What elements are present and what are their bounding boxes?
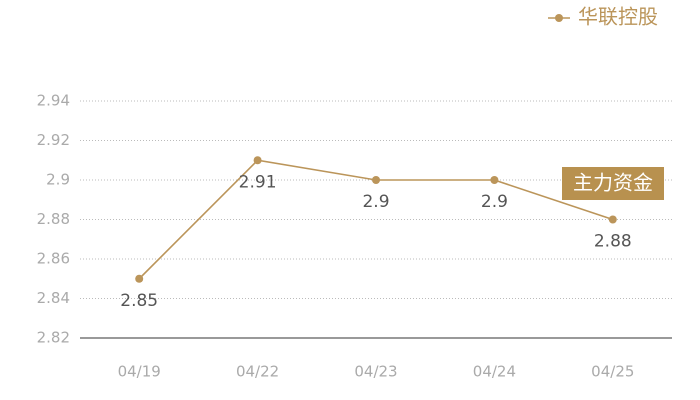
y-tick-label: 2.84 [37, 289, 70, 307]
y-tick-label: 2.9 [46, 171, 70, 189]
x-tick-label: 04/24 [473, 363, 516, 381]
data-label: 2.9 [481, 192, 508, 212]
data-label: 2.9 [362, 192, 389, 212]
x-tick-label: 04/19 [118, 363, 161, 381]
y-tick-label: 2.92 [37, 131, 70, 149]
legend-marker [555, 14, 563, 22]
y-tick-label: 2.88 [37, 210, 70, 228]
x-tick-label: 04/23 [354, 363, 397, 381]
data-point [490, 176, 499, 184]
annotation: 主力资金 [573, 171, 653, 195]
legend-label: 华联控股 [578, 5, 658, 29]
data-point [253, 156, 262, 165]
data-label: 2.85 [120, 291, 158, 311]
y-tick-label: 2.86 [37, 250, 70, 268]
data-point [135, 274, 144, 283]
annotation-box [562, 167, 664, 200]
x-tick-label: 04/25 [591, 363, 634, 381]
data-label: 2.91 [239, 172, 277, 192]
x-tick-label: 04/22 [236, 363, 279, 381]
y-tick-label: 2.82 [37, 329, 70, 347]
data-point [372, 176, 380, 184]
y-tick-label: 2.94 [37, 92, 70, 110]
data-label: 2.88 [594, 232, 632, 252]
data-point [608, 215, 617, 224]
